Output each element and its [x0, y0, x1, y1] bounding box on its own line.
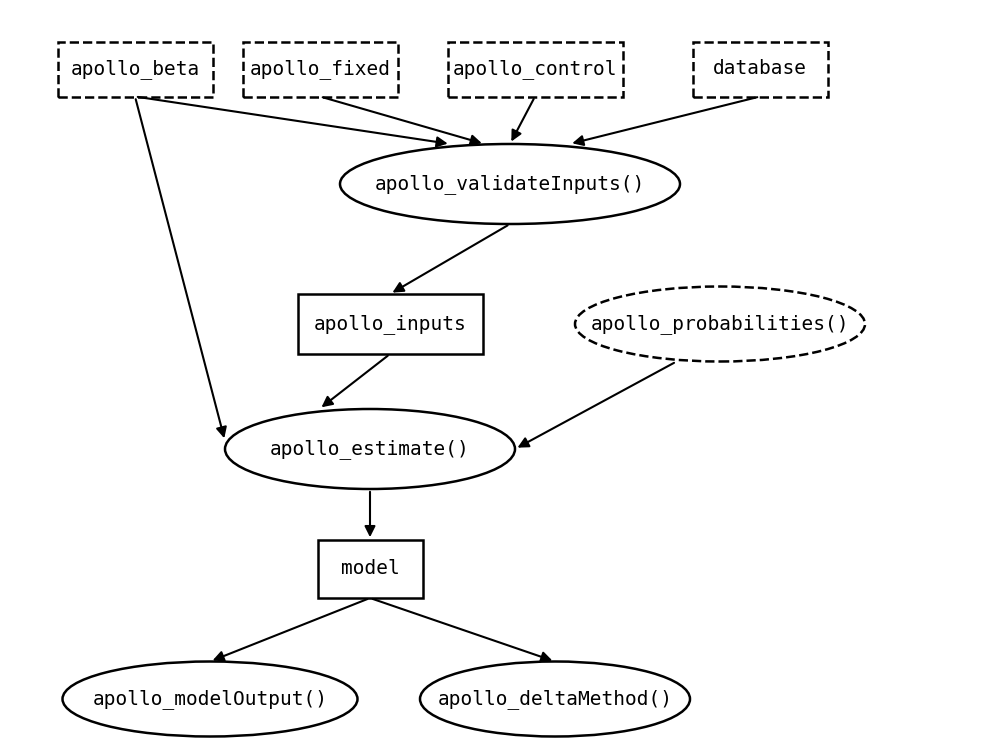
Bar — [298, 294, 482, 354]
Text: apollo_validateInputs(): apollo_validateInputs() — [375, 174, 645, 194]
Bar — [58, 41, 212, 97]
Text: apollo_probabilities(): apollo_probabilities() — [591, 314, 849, 334]
Bar — [318, 540, 422, 598]
Text: apollo_fixed: apollo_fixed — [250, 59, 390, 79]
Ellipse shape — [420, 661, 690, 737]
Bar — [448, 41, 622, 97]
Text: apollo_control: apollo_control — [453, 59, 617, 79]
Bar — [692, 41, 828, 97]
Ellipse shape — [225, 409, 515, 489]
Bar — [242, 41, 398, 97]
Text: apollo_modelOutput(): apollo_modelOutput() — [92, 689, 328, 709]
Text: apollo_beta: apollo_beta — [70, 59, 200, 79]
Text: model: model — [341, 559, 399, 578]
Ellipse shape — [62, 661, 358, 737]
Text: database: database — [713, 60, 807, 78]
Ellipse shape — [575, 287, 865, 361]
Text: apollo_estimate(): apollo_estimate() — [270, 439, 470, 459]
Text: apollo_inputs: apollo_inputs — [314, 314, 466, 334]
Text: apollo_deltaMethod(): apollo_deltaMethod() — [438, 689, 672, 709]
Ellipse shape — [340, 144, 680, 224]
